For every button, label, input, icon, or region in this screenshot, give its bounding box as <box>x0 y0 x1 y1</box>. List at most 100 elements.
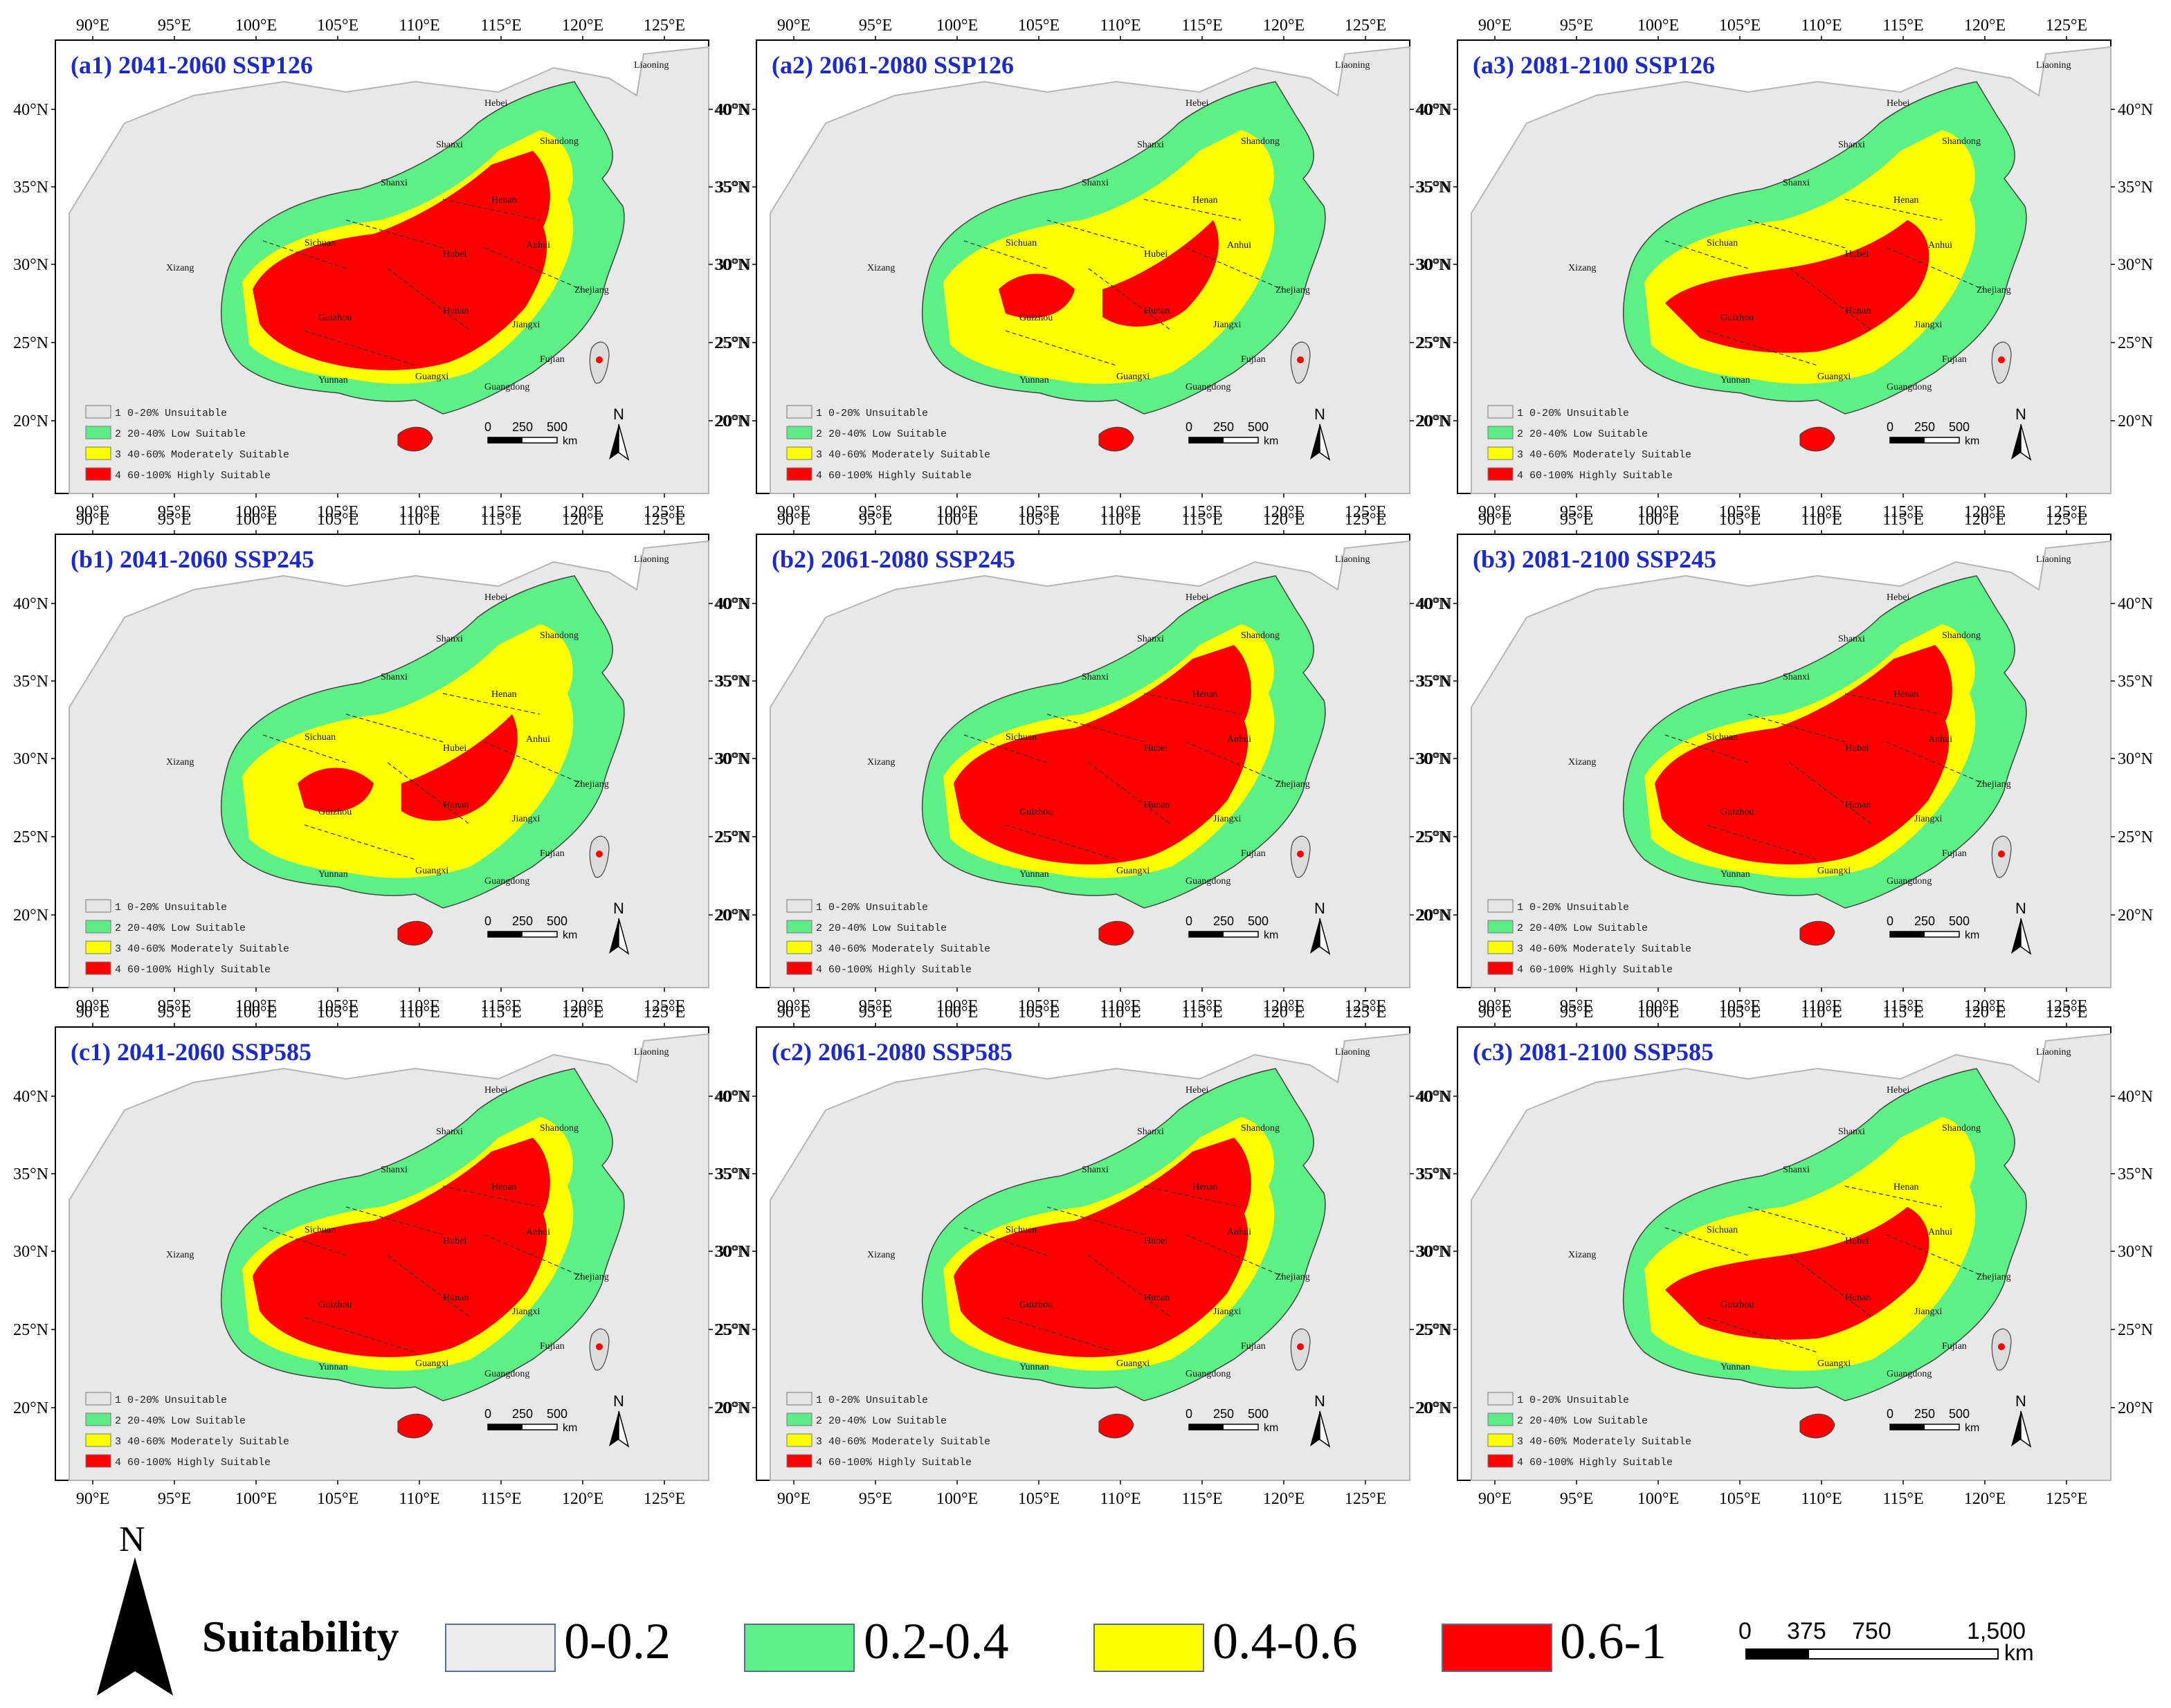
panel-north-label: N <box>2015 900 2026 917</box>
x-tick-label-bottom: 120°E <box>562 1490 603 1508</box>
x-tick-label-top: 115°E <box>480 1003 521 1021</box>
panel-legend-swatch <box>1487 467 1514 481</box>
panel-scale-tick: 0 <box>1887 914 1893 928</box>
y-tick-label-left: 40°N <box>714 101 750 119</box>
place-label: Yunnan <box>1720 375 1750 385</box>
place-label: Jiangxi <box>512 320 541 330</box>
x-tick-label-bottom: 105°E <box>1018 503 1060 521</box>
place-label: Anhui <box>1227 1227 1251 1237</box>
place-label: Guangxi <box>415 866 448 876</box>
y-tick-label-left: 25°N <box>13 334 48 352</box>
x-tick-label-top: 105°E <box>1719 1003 1761 1021</box>
x-tick-label-bottom: 100°E <box>1637 1490 1679 1508</box>
place-label: Henan <box>1893 689 1919 700</box>
place-label: Guangdong <box>484 382 529 392</box>
place-label: Anhui <box>1928 734 1952 745</box>
boundary-line <box>1706 824 1818 860</box>
y-tick-label-right: 20°N <box>2118 1399 2153 1417</box>
panel-scale-bar-fill <box>488 932 523 937</box>
x-tick-label-bottom: 105°E <box>1018 997 1060 1015</box>
panel-legend-swatch <box>85 920 111 934</box>
panel-legend-swatch <box>85 1412 111 1426</box>
place-label: Sichuan <box>1707 732 1738 743</box>
boundary-line <box>442 199 541 221</box>
scale-unit: km <box>2004 1640 2034 1665</box>
panel-scale-tick: 500 <box>1949 914 1970 928</box>
legend-swatch-1 <box>744 1624 855 1672</box>
y-tick-label-left: 20°N <box>1415 907 1451 925</box>
x-tick-label-top: 100°E <box>936 1003 978 1021</box>
place-label: Shanxi <box>1783 672 1810 682</box>
place-label: Guangxi <box>1116 372 1150 382</box>
taiwan-dot <box>1297 1343 1304 1350</box>
panel-legend-label: 4 60-100% Highly Suitable <box>1517 1457 1673 1469</box>
panel-north-arrow-icon <box>2020 918 2032 955</box>
y-tick-label-right: 20°N <box>716 412 751 430</box>
panel-legend-label: 1 0-20% Unsuitable <box>816 902 928 914</box>
panel-scale-bar-fill <box>1890 437 1925 443</box>
place-label: Sichuan <box>1006 238 1037 248</box>
taiwan-dot <box>1998 1343 2005 1350</box>
place-label: Yunnan <box>1019 375 1049 385</box>
panel-legend-swatch <box>1487 1433 1514 1447</box>
y-tick-label-right: 40°N <box>1417 595 1452 613</box>
place-label: Hubei <box>1144 743 1168 754</box>
x-tick-label-top: 115°E <box>1181 17 1222 35</box>
panel-scale-tick: 0 <box>1887 1407 1893 1421</box>
x-tick-label-bottom: 115°E <box>1882 1490 1923 1508</box>
legend-swatch-3 <box>1442 1624 1552 1672</box>
place-label: Shanxi <box>381 178 408 188</box>
y-tick-label-right: 30°N <box>1417 1243 1452 1261</box>
place-label: Hebei <box>1186 1085 1209 1096</box>
y-tick-label-left: 25°N <box>714 828 750 846</box>
place-label: Zhejiang <box>1977 1272 2011 1282</box>
panel-legend-label: 2 20-40% Low Suitable <box>115 923 246 934</box>
place-label: Fujian <box>1942 354 1967 365</box>
place-label: Shanxi <box>1082 1165 1109 1175</box>
y-tick-label-right: 35°N <box>2118 1165 2153 1183</box>
panel-legend-swatch <box>1487 405 1514 419</box>
place-label: Fujian <box>540 1341 565 1352</box>
x-tick-label-bottom: 120°E <box>1964 1490 2006 1508</box>
y-tick-label-left: 35°N <box>13 673 48 691</box>
place-label: Xizang <box>1568 757 1596 767</box>
map-panel-3: (a3) 2081-2100 SSP126 Liaoning Hebei Shanxi… <box>1415 17 2153 521</box>
taiwan-dot <box>1998 356 2005 363</box>
x-tick-label-bottom: 90°E <box>777 1490 810 1508</box>
y-tick-label-left: 35°N <box>13 179 48 197</box>
panel-north-arrow-icon <box>2011 424 2021 460</box>
panel-north-arrow-icon <box>1310 1411 1320 1446</box>
panel-legend-swatch <box>1487 446 1514 460</box>
panel-scale-bar-fill <box>1890 1424 1925 1430</box>
y-tick-label-left: 30°N <box>1415 256 1451 274</box>
panel-north-arrow-icon <box>2020 1410 2032 1448</box>
y-tick-label-right: 40°N <box>716 101 751 119</box>
x-tick-label-top: 105°E <box>317 17 358 35</box>
boundary-line <box>1185 247 1283 290</box>
panel-legend-label: 2 20-40% Low Suitable <box>1517 1415 1648 1427</box>
boundary-line <box>304 824 416 860</box>
y-tick-label-left: 25°N <box>1415 828 1451 846</box>
place-label: Yunnan <box>1019 1362 1049 1372</box>
x-tick-label-bottom: 115°E <box>480 503 521 521</box>
panel-title: (a1) 2041-2060 SSP126 <box>71 51 313 79</box>
place-label: Guizhou <box>1720 313 1754 323</box>
y-tick-label-right: 40°N <box>2118 1088 2153 1106</box>
x-tick-label-bottom: 110°E <box>1801 1490 1842 1508</box>
panel-title: (c1) 2041-2060 SSP585 <box>71 1038 311 1066</box>
y-tick-label-right: 25°N <box>2118 334 2153 352</box>
y-tick-label-left: 30°N <box>13 1243 48 1261</box>
scale-bar-seg2 <box>1809 1650 1873 1658</box>
x-tick-label-top: 95°E <box>1560 1003 1593 1021</box>
hainan-island <box>1799 426 1835 452</box>
x-tick-label-bottom: 125°E <box>1345 1490 1386 1508</box>
panel-title: (c2) 2061-2080 SSP585 <box>772 1038 1012 1066</box>
x-tick-label-top: 90°E <box>76 17 109 35</box>
panel-legend-label: 4 60-100% Highly Suitable <box>115 470 271 482</box>
x-tick-label-bottom: 110°E <box>1801 503 1842 521</box>
panel-scale-tick: 500 <box>547 420 567 434</box>
x-tick-label-top: 105°E <box>1018 1003 1060 1021</box>
boundary-line <box>963 240 1048 269</box>
panel-scale-unit: km <box>1264 435 1278 447</box>
panel-north-arrow-icon <box>2011 918 2021 954</box>
